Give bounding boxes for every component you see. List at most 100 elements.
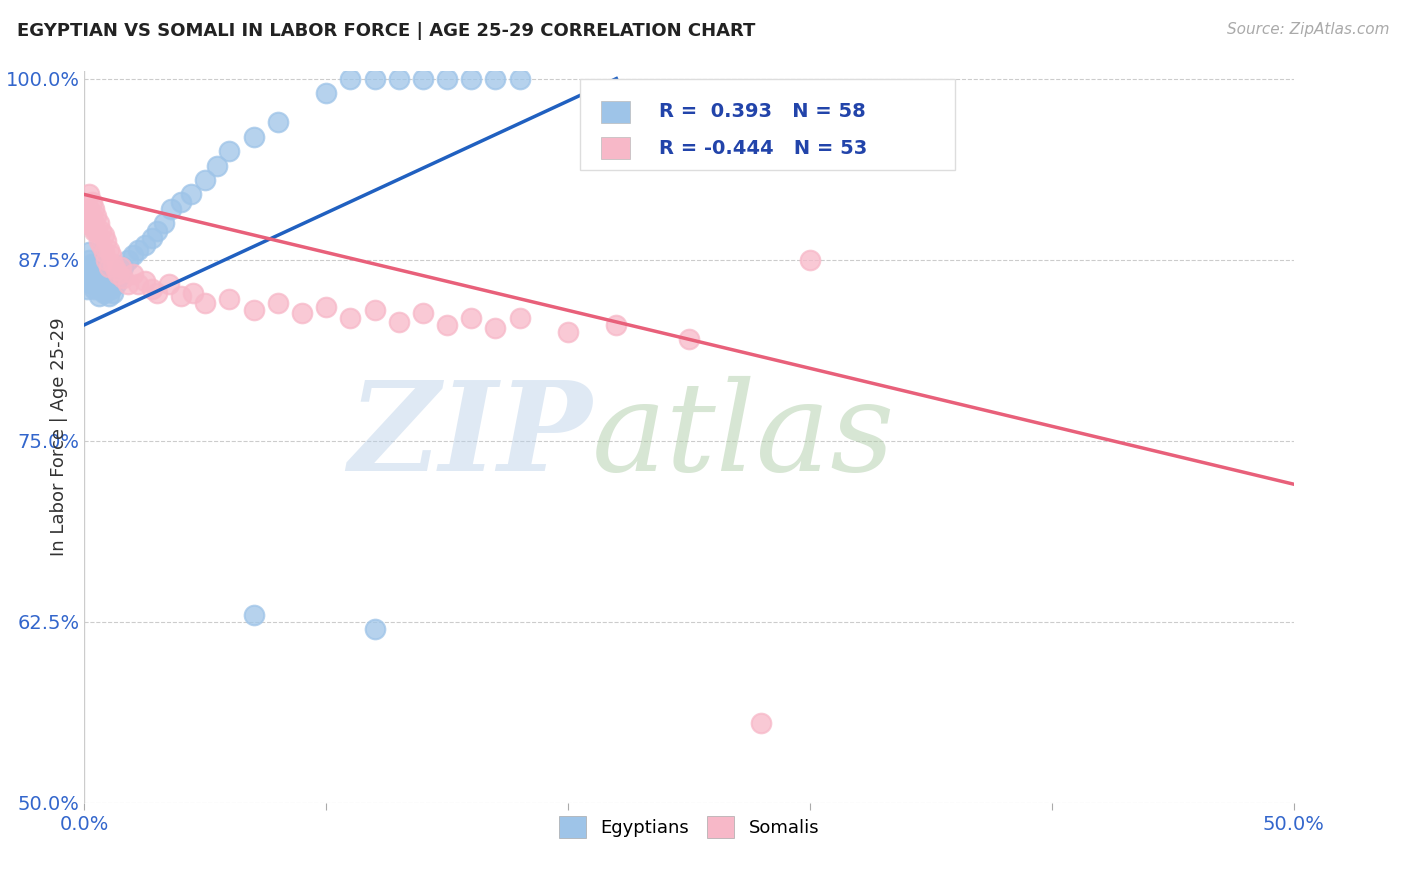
Point	[460, 71, 482, 86]
Point	[100, 248, 122, 262]
Point	[484, 320, 506, 334]
Point	[83, 262, 105, 277]
Point	[83, 282, 105, 296]
Point	[80, 209, 103, 223]
Point	[87, 271, 110, 285]
Point	[127, 277, 149, 292]
Text: ZIP: ZIP	[349, 376, 592, 498]
Point	[112, 271, 135, 285]
Point	[94, 234, 117, 248]
Point	[153, 216, 176, 230]
Point	[87, 277, 110, 292]
Point	[412, 306, 434, 320]
Point	[107, 267, 129, 281]
Point	[93, 245, 115, 260]
Point	[90, 274, 112, 288]
Point	[436, 71, 458, 86]
Point	[557, 325, 579, 339]
Point	[80, 260, 103, 274]
Point	[97, 289, 120, 303]
FancyBboxPatch shape	[600, 101, 630, 122]
Point	[100, 282, 122, 296]
Point	[146, 285, 169, 300]
Point	[315, 86, 337, 100]
Point	[363, 303, 385, 318]
Point	[509, 71, 531, 86]
Point	[194, 296, 217, 310]
Point	[141, 282, 163, 296]
Point	[242, 129, 264, 144]
Point	[180, 187, 202, 202]
Point	[86, 267, 108, 281]
Point	[121, 248, 143, 262]
Point	[110, 260, 132, 274]
Point	[107, 271, 129, 285]
Text: EGYPTIAN VS SOMALI IN LABOR FORCE | AGE 25-29 CORRELATION CHART: EGYPTIAN VS SOMALI IN LABOR FORCE | AGE …	[17, 22, 755, 40]
Point	[339, 71, 361, 86]
Point	[267, 115, 290, 129]
Point	[388, 315, 411, 329]
Point	[83, 202, 105, 216]
Point	[80, 257, 103, 271]
Point	[93, 285, 115, 300]
Point	[146, 224, 169, 238]
Point	[170, 289, 193, 303]
Point	[104, 277, 127, 292]
Point	[87, 216, 110, 230]
Point	[339, 310, 361, 325]
Point	[76, 260, 98, 274]
Point	[77, 252, 100, 267]
Point	[218, 292, 240, 306]
Point	[97, 243, 120, 257]
Point	[181, 285, 204, 300]
Point	[80, 194, 103, 209]
Point	[242, 303, 264, 318]
Point	[110, 267, 132, 281]
Point	[86, 224, 108, 238]
Point	[77, 262, 100, 277]
Legend: Egyptians, Somalis: Egyptians, Somalis	[551, 808, 827, 845]
Text: atlas: atlas	[592, 376, 896, 498]
Point	[134, 274, 156, 288]
Point	[170, 194, 193, 209]
Point	[207, 159, 229, 173]
Point	[412, 71, 434, 86]
Text: R = -0.444   N = 53: R = -0.444 N = 53	[659, 138, 868, 158]
Point	[77, 202, 100, 216]
Point	[93, 227, 115, 242]
Point	[83, 271, 105, 285]
Point	[80, 267, 103, 281]
Point	[242, 607, 264, 622]
Point	[94, 282, 117, 296]
FancyBboxPatch shape	[581, 78, 955, 170]
Point	[117, 252, 139, 267]
Point	[77, 216, 100, 230]
Point	[509, 310, 531, 325]
Point	[90, 238, 112, 252]
Point	[77, 245, 100, 260]
Point	[97, 260, 120, 274]
Point	[86, 277, 108, 292]
Point	[315, 301, 337, 315]
Point	[484, 71, 506, 86]
Point	[388, 71, 411, 86]
Point	[80, 277, 103, 292]
Point	[799, 252, 821, 267]
Point	[121, 267, 143, 281]
FancyBboxPatch shape	[600, 137, 630, 159]
Point	[104, 262, 127, 277]
Point	[117, 277, 139, 292]
Point	[291, 306, 314, 320]
Point	[127, 243, 149, 257]
Point	[436, 318, 458, 332]
Point	[134, 238, 156, 252]
Point	[80, 219, 103, 234]
Point	[157, 277, 180, 292]
Text: R =  0.393   N = 58: R = 0.393 N = 58	[659, 102, 866, 121]
Point	[76, 282, 98, 296]
Point	[93, 277, 115, 292]
Point	[87, 289, 110, 303]
Point	[76, 274, 98, 288]
Point	[80, 274, 103, 288]
Point	[605, 318, 627, 332]
